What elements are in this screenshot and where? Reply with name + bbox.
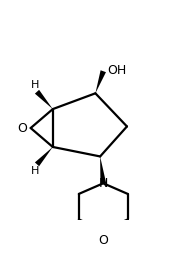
Polygon shape <box>95 70 106 93</box>
Text: O: O <box>17 122 27 134</box>
Text: H: H <box>30 166 39 176</box>
Text: H: H <box>30 80 39 90</box>
Text: O: O <box>98 234 108 247</box>
Text: N: N <box>99 177 108 190</box>
Polygon shape <box>35 147 53 166</box>
Polygon shape <box>100 156 106 184</box>
Text: OH: OH <box>107 64 127 77</box>
Polygon shape <box>35 90 53 109</box>
